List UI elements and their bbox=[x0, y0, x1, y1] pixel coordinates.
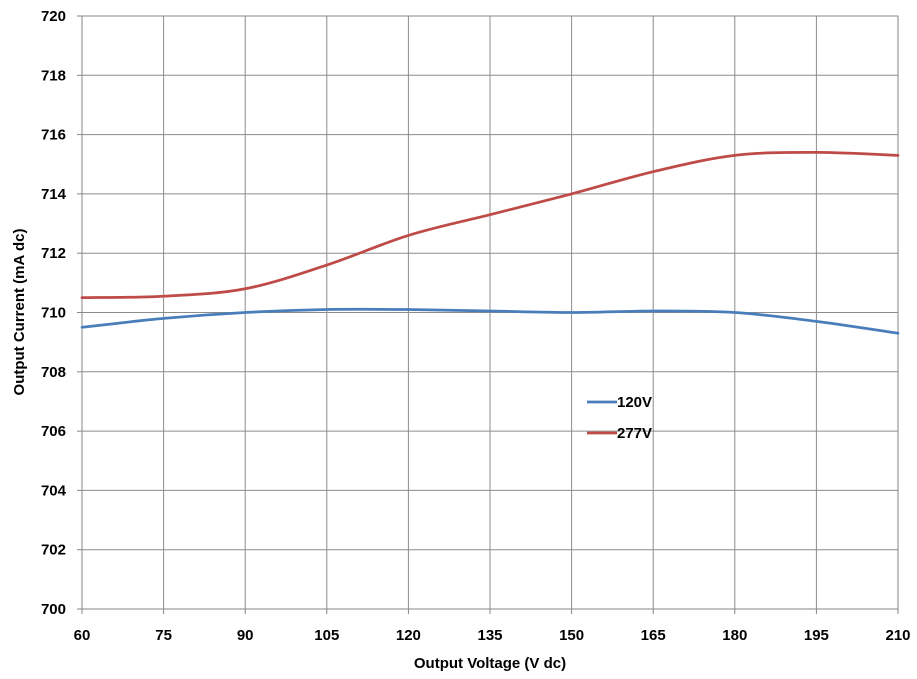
series-line-120V bbox=[80, 307, 900, 335]
x-tick-label: 165 bbox=[641, 627, 666, 644]
x-axis-ticks: 60 75 90 105 120 135 150 165 180 195 210 bbox=[74, 609, 911, 644]
y-tick-label: 700 bbox=[41, 601, 66, 618]
x-tick-label: 75 bbox=[155, 627, 172, 644]
y-tick-label: 712 bbox=[41, 245, 66, 262]
x-tick-label: 195 bbox=[804, 627, 829, 644]
y-tick-label: 706 bbox=[41, 423, 66, 440]
grid bbox=[81, 15, 899, 610]
y-tick-label: 716 bbox=[41, 127, 66, 144]
series-layer bbox=[80, 151, 900, 335]
y-tick-label: 710 bbox=[41, 305, 66, 322]
x-tick-label: 180 bbox=[722, 627, 747, 644]
x-tick-label: 210 bbox=[885, 627, 910, 644]
y-tick-label: 714 bbox=[41, 186, 67, 203]
y-axis-title: Output Current (mA dc) bbox=[11, 229, 28, 396]
x-tick-label: 150 bbox=[559, 627, 584, 644]
y-tick-label: 702 bbox=[41, 542, 66, 559]
x-tick-label: 105 bbox=[314, 627, 339, 644]
legend-label: 120V bbox=[617, 394, 652, 411]
y-tick-label: 718 bbox=[41, 67, 66, 84]
x-axis-title: Output Voltage (V dc) bbox=[414, 655, 566, 672]
y-tick-label: 720 bbox=[41, 8, 66, 25]
x-tick-label: 135 bbox=[477, 627, 502, 644]
x-tick-label: 60 bbox=[74, 627, 91, 644]
y-tick-label: 708 bbox=[41, 364, 66, 381]
y-axis-ticks: 700 702 704 706 708 710 712 714 716 718 720 bbox=[41, 8, 82, 618]
series-line-277V bbox=[80, 151, 900, 300]
legend: 120V 277V bbox=[587, 394, 652, 442]
x-tick-label: 120 bbox=[396, 627, 421, 644]
legend-label: 277V bbox=[617, 425, 652, 442]
y-tick-label: 704 bbox=[41, 482, 67, 499]
x-tick-label: 90 bbox=[237, 627, 254, 644]
